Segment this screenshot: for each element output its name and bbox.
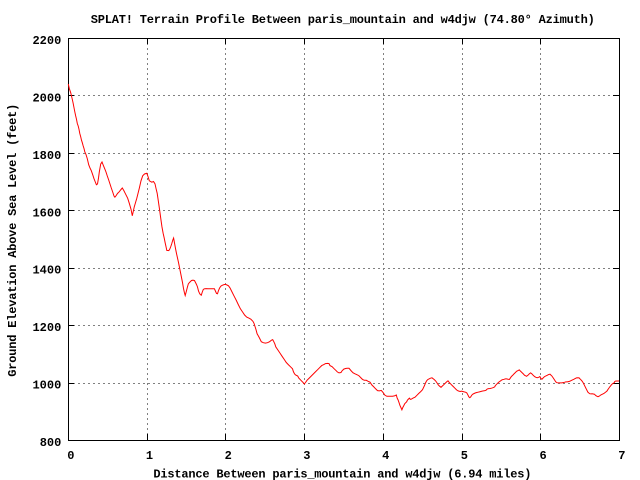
svg-text:2000: 2000 [32,91,61,105]
svg-text:1000: 1000 [32,379,61,393]
svg-text:4: 4 [382,449,389,463]
svg-text:6: 6 [539,449,546,463]
svg-text:5: 5 [461,449,468,463]
svg-text:Distance Between paris_mountai: Distance Between paris_mountain and w4dj… [153,467,531,480]
svg-text:Ground Elevation Above Sea Lev: Ground Elevation Above Sea Level (feet) [6,104,20,377]
svg-text:SPLAT! Terrain Profile Between: SPLAT! Terrain Profile Between paris_mou… [91,13,595,27]
svg-text:7: 7 [618,449,625,463]
svg-text:800: 800 [40,436,62,450]
svg-text:0: 0 [67,449,74,463]
svg-text:1: 1 [146,449,153,463]
svg-text:1600: 1600 [32,206,61,220]
svg-text:1200: 1200 [32,321,61,335]
svg-text:2200: 2200 [32,34,61,48]
svg-text:1800: 1800 [32,149,61,163]
svg-text:3: 3 [303,449,310,463]
svg-text:1400: 1400 [32,264,61,278]
svg-text:2: 2 [225,449,232,463]
